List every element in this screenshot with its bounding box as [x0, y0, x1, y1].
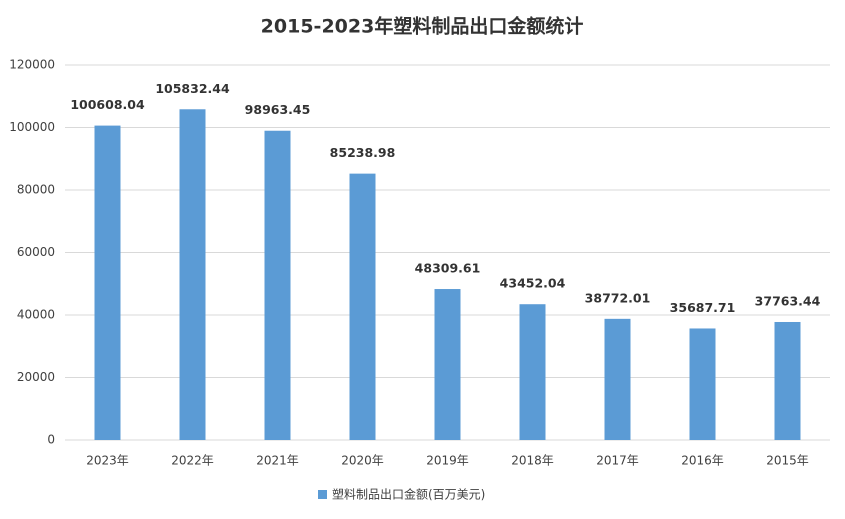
bar [434, 289, 461, 440]
x-tick-label: 2020年 [341, 454, 384, 468]
bar [349, 173, 376, 441]
value-label: 38772.01 [585, 290, 651, 305]
x-tick-label: 2015年 [766, 454, 809, 468]
value-label: 100608.04 [70, 97, 145, 112]
value-label: 43452.04 [500, 276, 566, 291]
x-tick-label: 2021年 [256, 454, 299, 468]
value-label: 98963.45 [245, 102, 311, 117]
bar [519, 304, 546, 440]
y-tick-label: 20000 [17, 370, 55, 384]
y-tick-label: 80000 [17, 183, 55, 197]
value-label: 37763.44 [755, 293, 821, 308]
value-label: 35687.71 [670, 300, 736, 315]
chart-title: 2015-2023年塑料制品出口金额统计 [261, 15, 584, 38]
bar [689, 328, 716, 440]
x-tick-label: 2018年 [511, 454, 554, 468]
value-label: 85238.98 [330, 145, 396, 160]
y-tick-label: 100000 [9, 120, 55, 134]
legend-swatch [318, 490, 327, 499]
y-tick-label: 0 [47, 433, 55, 447]
bar [179, 109, 206, 441]
x-tick-label: 2016年 [681, 454, 724, 468]
bar [774, 321, 801, 440]
x-tick-label: 2023年 [86, 454, 129, 468]
x-tick-label: 2022年 [171, 454, 214, 468]
bar [264, 130, 291, 441]
y-tick-label: 60000 [17, 245, 55, 259]
y-tick-label: 40000 [17, 308, 55, 322]
y-tick-label: 120000 [9, 58, 55, 72]
bar [94, 125, 121, 440]
value-label: 48309.61 [415, 261, 481, 276]
x-tick-label: 2019年 [426, 454, 469, 468]
bar [604, 318, 631, 440]
value-label: 105832.44 [155, 81, 230, 96]
x-tick-label: 2017年 [596, 454, 639, 468]
legend-label: 塑料制品出口金额(百万美元) [332, 487, 485, 502]
